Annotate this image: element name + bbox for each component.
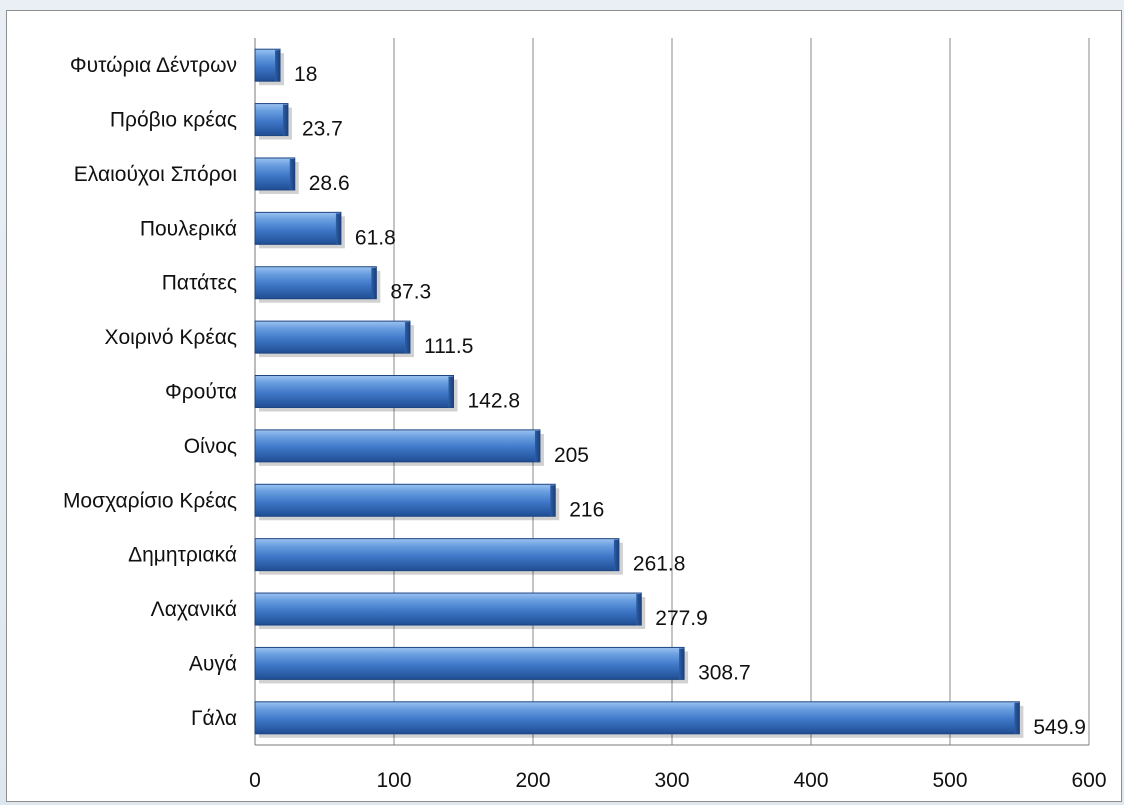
bars [254, 48, 1024, 738]
bar [254, 701, 1020, 735]
category-label: Πατάτες [162, 272, 237, 295]
value-label: 111.5 [424, 335, 473, 358]
bar [254, 429, 541, 463]
x-tick-label-400: 400 [793, 769, 828, 792]
category-label: Αυγά [189, 652, 237, 675]
bar [254, 538, 620, 572]
bar-end-cap [282, 104, 288, 136]
x-tick-label-300: 300 [654, 769, 689, 792]
bar-end-cap [1014, 702, 1020, 734]
value-label: 23.7 [302, 118, 343, 141]
value-label: 28.6 [309, 172, 350, 195]
value-label: 308.7 [698, 661, 751, 684]
value-label: 205 [554, 444, 589, 467]
bar [254, 157, 296, 191]
value-label: 216 [569, 498, 604, 521]
category-label: Γάλα [191, 707, 237, 730]
value-label: 277.9 [655, 607, 708, 630]
value-label: 87.3 [390, 281, 431, 304]
gridlines [254, 38, 1090, 746]
bar [254, 483, 556, 517]
bar-end-cap [636, 594, 642, 626]
bar [254, 211, 342, 245]
category-label: Φυτώρια Δέντρων [70, 54, 237, 77]
bar [254, 266, 377, 300]
labels: 0 100 200 300 400 500 600 Φυτώρια Δέντρων 18 Πρόβ… [63, 54, 1107, 792]
category-label: Πρόβιο κρέας [110, 109, 237, 132]
category-label: Οίνος [184, 435, 237, 458]
bar [254, 592, 642, 626]
category-label: Λαχανικά [151, 598, 237, 621]
chart-frame: 0 100 200 300 400 500 600 Φυτώρια Δέντρων 18 Πρόβ… [6, 10, 1122, 802]
bar-end-cap [275, 50, 281, 82]
value-label: 18 [294, 63, 317, 86]
x-tick-label-600: 600 [1071, 769, 1106, 792]
x-tick-label-0: 0 [249, 769, 261, 792]
bar-end-cap [534, 430, 540, 462]
bar-end-cap [335, 213, 341, 245]
bar-end-cap [679, 648, 685, 680]
category-label: Χοιρινό Κρέας [104, 326, 237, 349]
bar [254, 646, 685, 680]
bar-end-cap [289, 158, 295, 190]
value-label: 261.8 [633, 553, 686, 576]
value-label: 61.8 [355, 226, 396, 249]
bar-end-cap [448, 376, 454, 408]
bar [254, 320, 411, 354]
x-tick-label-200: 200 [515, 769, 550, 792]
bar-end-cap [613, 539, 619, 571]
x-tick-label-100: 100 [376, 769, 411, 792]
category-label: Φρούτα [165, 381, 237, 404]
category-label: Πουλερικά [140, 217, 237, 240]
category-label: Ελαιούχοι Σπόροι [74, 163, 238, 186]
value-label: 549.9 [1033, 716, 1086, 739]
bar-end-cap [550, 485, 556, 517]
value-label: 142.8 [467, 390, 520, 413]
category-label: Δημητριακά [128, 544, 237, 567]
x-tick-label-500: 500 [932, 769, 967, 792]
bar-end-cap [404, 322, 410, 354]
bar [254, 375, 454, 408]
bar-end-cap [371, 267, 377, 299]
category-label: Μοσχαρίσιο Κρέας [63, 489, 237, 512]
bar-chart: 0 100 200 300 400 500 600 Φυτώρια Δέντρων 18 Πρόβ… [63, 38, 1107, 792]
